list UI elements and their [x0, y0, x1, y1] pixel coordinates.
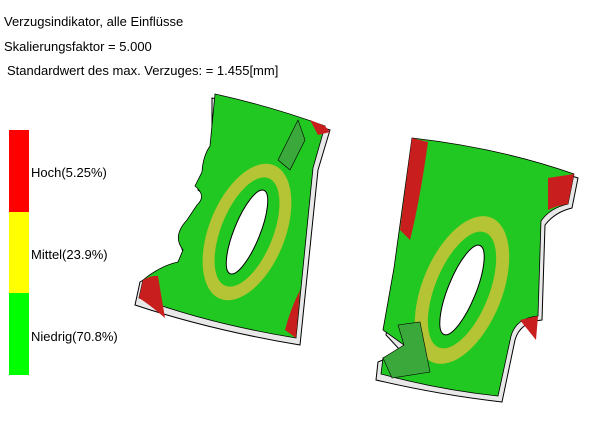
left-part — [134, 93, 331, 346]
legend-bar-high — [9, 130, 29, 212]
max-warpage-value: Standardwert des max. Verzuges: = 1.455[… — [7, 63, 279, 78]
legend-bar-medium — [9, 212, 29, 293]
legend-label-low: Niedrig(70.8%) — [31, 329, 118, 344]
right-part — [375, 137, 579, 403]
legend-label-medium: Mittel(23.9%) — [31, 247, 108, 262]
legend-label-high: Hoch(5.25%) — [31, 165, 107, 180]
result-title: Verzugsindikator, alle Einflüsse — [4, 14, 184, 29]
legend-bar-low — [9, 293, 29, 375]
scale-factor: Skalierungsfaktor = 5.000 — [4, 39, 152, 54]
